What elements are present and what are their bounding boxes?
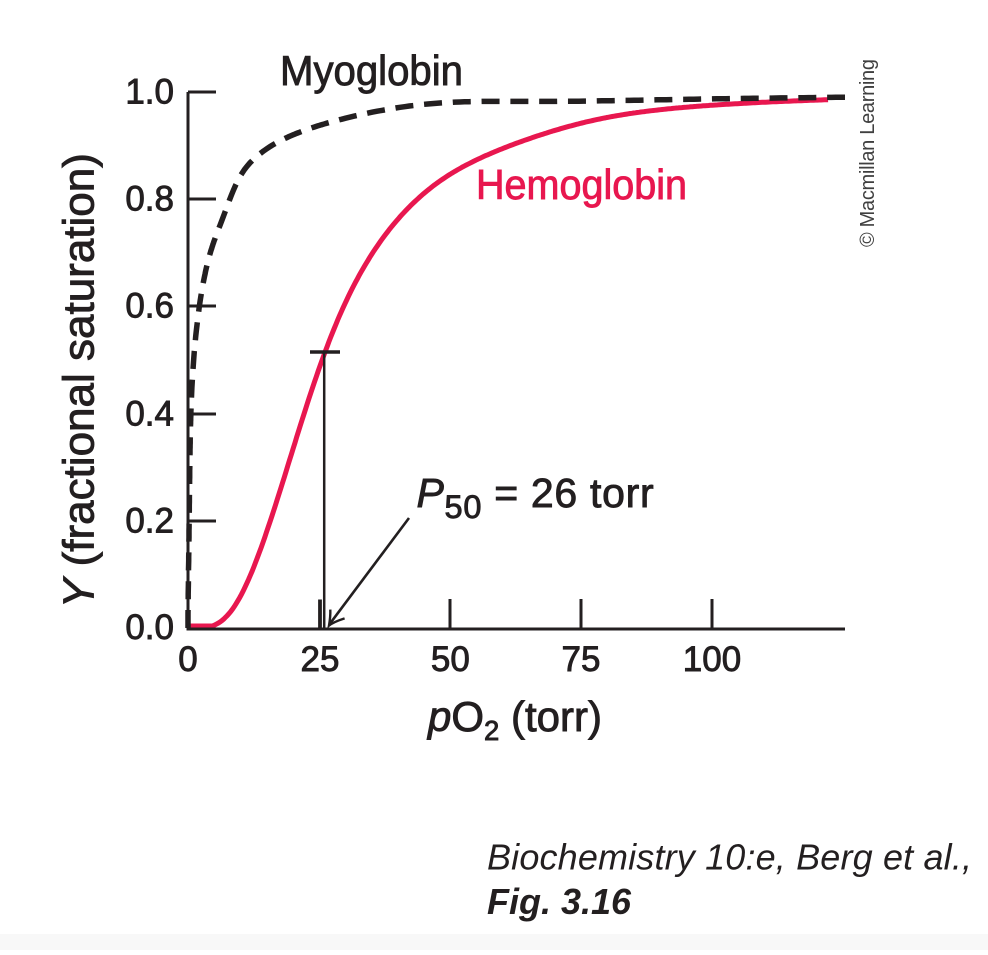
- svg-text:Myoglobin: Myoglobin: [280, 47, 463, 94]
- svg-text:50: 50: [431, 640, 470, 679]
- svg-text:Hemoglobin: Hemoglobin: [476, 161, 687, 208]
- svg-text:Fig. 3.16: Fig. 3.16: [487, 881, 632, 922]
- svg-text:Y (fractional saturation): Y (fractional saturation): [55, 153, 104, 608]
- svg-text:100: 100: [683, 640, 741, 679]
- svg-text:pO2 (torr): pO2 (torr): [426, 693, 602, 746]
- svg-text:0.6: 0.6: [125, 287, 174, 326]
- svg-text:0.2: 0.2: [125, 502, 174, 541]
- svg-text:© Macmillan Learning: © Macmillan Learning: [857, 59, 879, 247]
- svg-text:Biochemistry 10:e, Berg et al.: Biochemistry 10:e, Berg et al.,: [487, 837, 972, 878]
- svg-text:75: 75: [562, 640, 601, 679]
- svg-text:0.4: 0.4: [125, 395, 174, 434]
- svg-text:25: 25: [301, 640, 340, 679]
- svg-text:P50 = 26 torr: P50 = 26 torr: [417, 470, 655, 525]
- svg-text:0.0: 0.0: [125, 608, 174, 647]
- svg-text:1.0: 1.0: [125, 73, 174, 112]
- svg-text:0.8: 0.8: [125, 180, 174, 219]
- svg-text:0: 0: [178, 640, 197, 679]
